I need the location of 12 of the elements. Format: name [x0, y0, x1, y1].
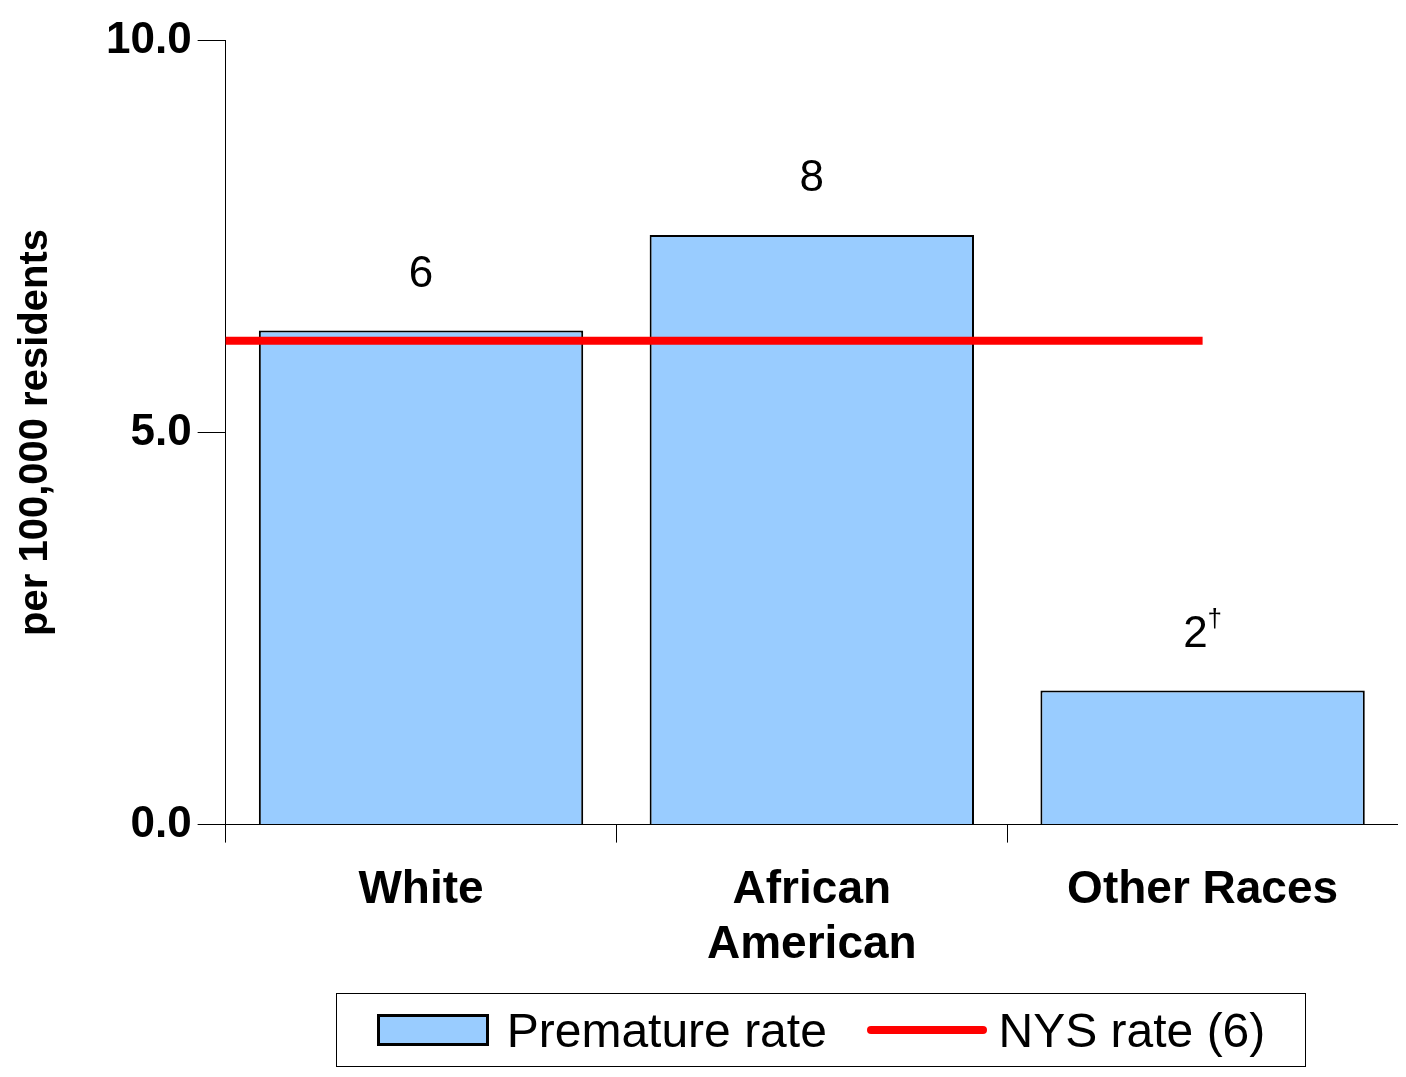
y-tick-label: 10.0	[106, 12, 192, 62]
legend-label: NYS rate (6)	[998, 1002, 1266, 1058]
data-label: 8	[799, 150, 825, 200]
y-axis-title: per 100,000 residents	[11, 229, 56, 636]
legend-label: Premature rate	[506, 1002, 827, 1058]
data-label: 2†	[1183, 602, 1223, 656]
x-tick-label: Other Races	[1067, 860, 1339, 913]
y-tick-label: 0.0	[130, 796, 192, 846]
y-tick-label: 5.0	[130, 404, 192, 454]
x-tick-label: African American	[706, 860, 917, 969]
x-tick-label: White	[358, 860, 484, 913]
data-label: 6	[408, 246, 434, 296]
